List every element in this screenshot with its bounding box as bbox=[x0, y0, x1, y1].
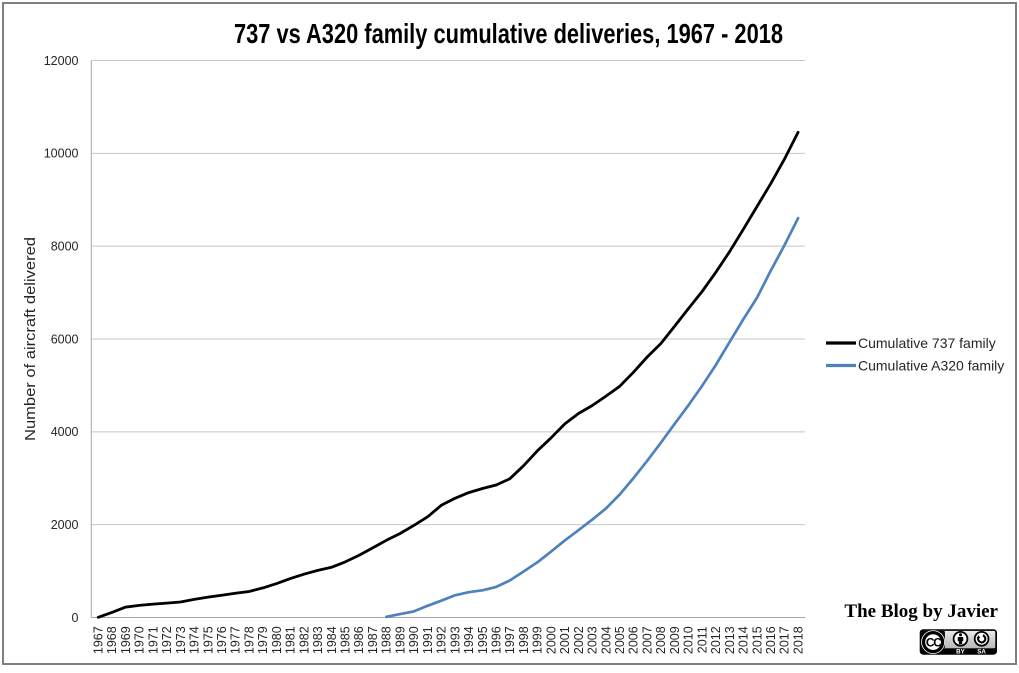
svg-text:2000: 2000 bbox=[51, 518, 79, 532]
svg-text:BY: BY bbox=[956, 649, 965, 656]
svg-text:1997: 1997 bbox=[503, 626, 517, 654]
svg-text:2006: 2006 bbox=[627, 626, 641, 654]
svg-text:2015: 2015 bbox=[750, 626, 764, 654]
svg-text:Cumulative A320 family: Cumulative A320 family bbox=[858, 357, 1004, 373]
svg-text:1971: 1971 bbox=[146, 626, 160, 654]
svg-text:1985: 1985 bbox=[339, 626, 353, 654]
svg-text:1970: 1970 bbox=[133, 626, 147, 654]
svg-text:2008: 2008 bbox=[654, 626, 668, 654]
svg-text:1986: 1986 bbox=[352, 626, 366, 654]
svg-text:737 vs A320 family cumulative: 737 vs A320 family cumulative deliveries… bbox=[234, 18, 783, 49]
svg-text:1968: 1968 bbox=[105, 626, 119, 654]
svg-text:2000: 2000 bbox=[544, 626, 558, 654]
svg-text:1987: 1987 bbox=[366, 626, 380, 654]
svg-text:1975: 1975 bbox=[201, 626, 215, 654]
svg-text:10000: 10000 bbox=[44, 147, 79, 161]
svg-text:2007: 2007 bbox=[641, 626, 655, 654]
svg-text:SA: SA bbox=[977, 649, 986, 656]
svg-text:1979: 1979 bbox=[256, 626, 270, 654]
svg-text:1994: 1994 bbox=[462, 626, 476, 654]
svg-text:2003: 2003 bbox=[586, 626, 600, 654]
svg-text:1974: 1974 bbox=[187, 626, 201, 654]
svg-text:2013: 2013 bbox=[723, 626, 737, 654]
svg-text:1990: 1990 bbox=[407, 626, 421, 654]
svg-text:1977: 1977 bbox=[229, 626, 243, 654]
svg-text:2004: 2004 bbox=[599, 626, 613, 654]
svg-text:1969: 1969 bbox=[119, 626, 133, 654]
svg-text:1996: 1996 bbox=[490, 626, 504, 654]
svg-text:12000: 12000 bbox=[44, 54, 79, 68]
svg-text:2018: 2018 bbox=[791, 626, 805, 654]
svg-text:1993: 1993 bbox=[448, 626, 462, 654]
svg-text:1978: 1978 bbox=[242, 626, 256, 654]
svg-text:4000: 4000 bbox=[51, 425, 79, 439]
svg-text:2012: 2012 bbox=[709, 626, 723, 654]
svg-text:1967: 1967 bbox=[91, 626, 105, 654]
svg-text:1992: 1992 bbox=[435, 626, 449, 654]
svg-text:2014: 2014 bbox=[737, 626, 751, 654]
svg-text:1998: 1998 bbox=[517, 626, 531, 654]
svg-text:1984: 1984 bbox=[325, 626, 339, 654]
svg-text:Cumulative 737 family: Cumulative 737 family bbox=[858, 335, 996, 351]
svg-text:CC: CC bbox=[926, 635, 942, 649]
svg-text:1988: 1988 bbox=[380, 626, 394, 654]
svg-text:1999: 1999 bbox=[531, 626, 545, 654]
svg-text:6000: 6000 bbox=[51, 332, 79, 346]
svg-text:1981: 1981 bbox=[284, 626, 298, 654]
svg-text:2016: 2016 bbox=[764, 626, 778, 654]
svg-text:2002: 2002 bbox=[572, 626, 586, 654]
svg-text:1995: 1995 bbox=[476, 626, 490, 654]
svg-text:1972: 1972 bbox=[160, 626, 174, 654]
svg-text:The Blog by Javier: The Blog by Javier bbox=[844, 601, 998, 622]
svg-text:1976: 1976 bbox=[215, 626, 229, 654]
svg-text:2005: 2005 bbox=[613, 626, 627, 654]
svg-text:2017: 2017 bbox=[778, 626, 792, 654]
svg-text:2009: 2009 bbox=[668, 626, 682, 654]
svg-text:8000: 8000 bbox=[51, 239, 79, 253]
svg-text:2001: 2001 bbox=[558, 626, 572, 654]
svg-text:1983: 1983 bbox=[311, 626, 325, 654]
svg-text:1991: 1991 bbox=[421, 626, 435, 654]
svg-text:Number of aircraft delivered: Number of aircraft delivered bbox=[22, 237, 39, 441]
svg-text:1973: 1973 bbox=[174, 626, 188, 654]
svg-text:0: 0 bbox=[72, 611, 79, 625]
svg-text:2010: 2010 bbox=[682, 626, 696, 654]
svg-text:1989: 1989 bbox=[393, 626, 407, 654]
svg-text:2011: 2011 bbox=[695, 626, 709, 653]
svg-text:1980: 1980 bbox=[270, 626, 284, 654]
svg-text:1982: 1982 bbox=[297, 626, 311, 654]
